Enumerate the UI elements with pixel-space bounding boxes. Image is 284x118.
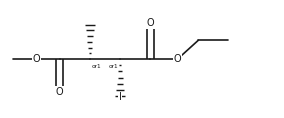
Text: or1: or1	[92, 64, 102, 69]
Text: O: O	[147, 18, 154, 28]
Text: O: O	[174, 54, 181, 64]
Text: or1: or1	[108, 64, 118, 69]
Text: O: O	[33, 54, 40, 64]
Text: O: O	[56, 87, 64, 97]
Text: I: I	[119, 92, 122, 102]
